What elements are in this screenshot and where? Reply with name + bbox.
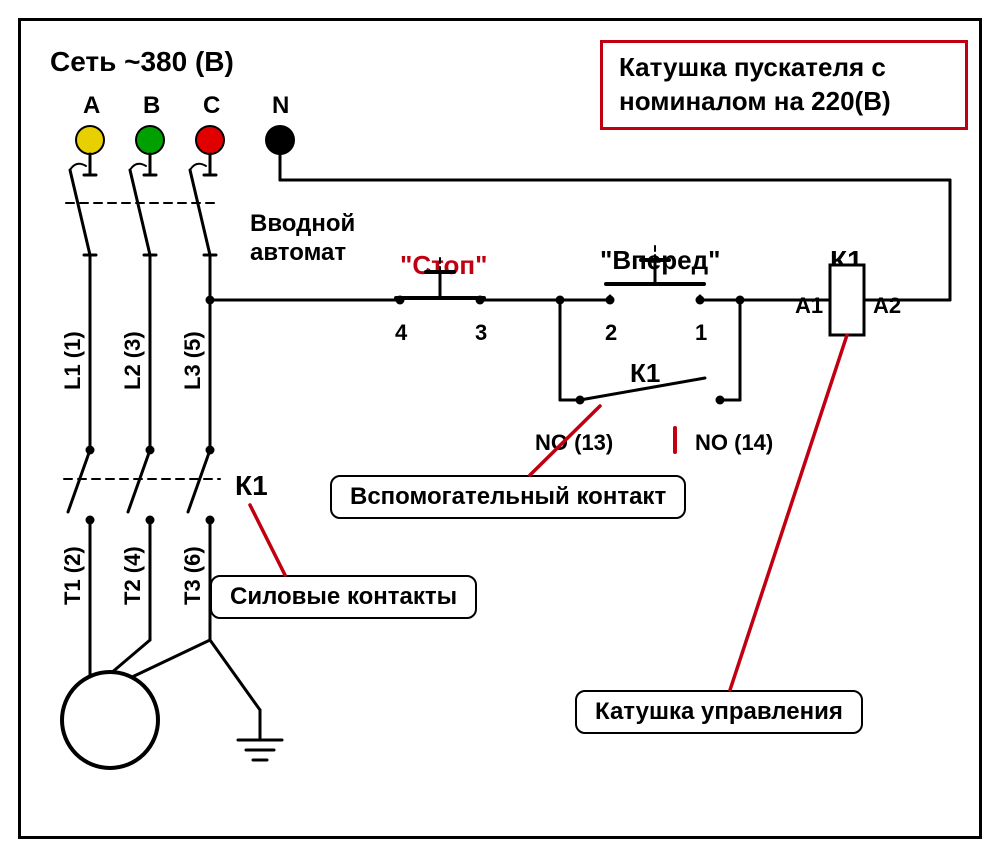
schematic-svg — [0, 0, 1000, 857]
